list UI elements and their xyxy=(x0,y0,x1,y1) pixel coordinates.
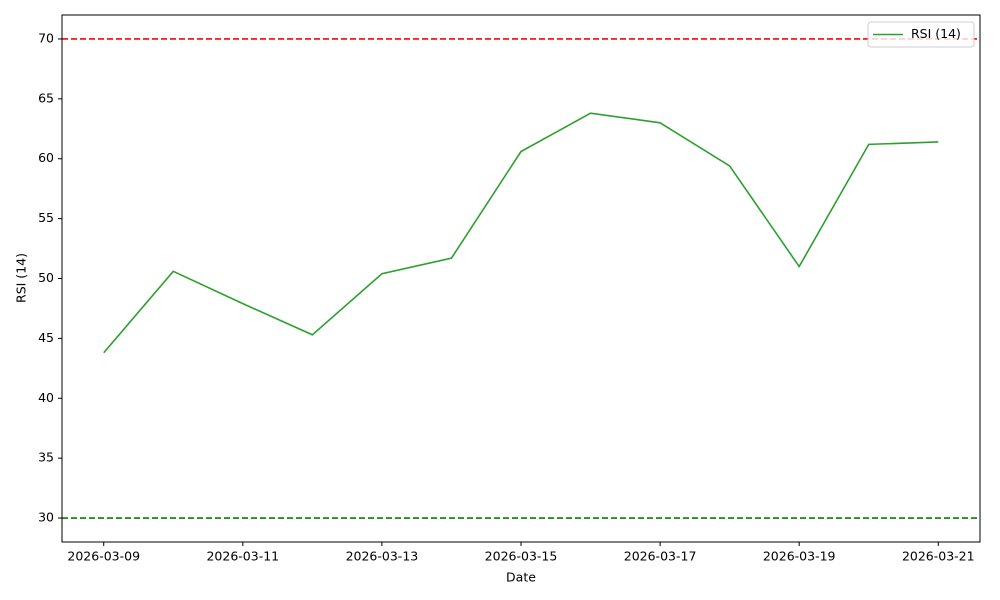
y-tick-label: 30 xyxy=(38,510,54,525)
x-tick-label: 2026-03-21 xyxy=(902,549,975,564)
y-tick-label: 65 xyxy=(38,90,54,105)
x-tick-label: 2026-03-17 xyxy=(624,549,697,564)
x-tick-label: 2026-03-15 xyxy=(485,549,558,564)
data-line xyxy=(103,112,939,354)
y-tick-label: 45 xyxy=(38,330,54,345)
y-axis-label: RSI (14) xyxy=(14,253,29,303)
x-tick-label: 2026-03-11 xyxy=(206,549,279,564)
x-tick-label: 2026-03-13 xyxy=(346,549,419,564)
legend-box xyxy=(867,21,975,48)
y-tick-label: 60 xyxy=(38,150,54,165)
plot-frame xyxy=(61,14,981,543)
x-tick-label: 2026-03-19 xyxy=(763,549,836,564)
y-tick-label: 35 xyxy=(38,450,54,465)
y-tick-label: 70 xyxy=(38,30,54,45)
y-tick-label: 40 xyxy=(38,390,54,405)
x-tick-label: 2026-03-09 xyxy=(67,549,140,564)
legend-label: RSI (14) xyxy=(911,26,961,41)
y-tick-label: 55 xyxy=(38,210,54,225)
y-tick-label: 50 xyxy=(38,270,54,285)
x-axis-label: Date xyxy=(506,570,536,585)
